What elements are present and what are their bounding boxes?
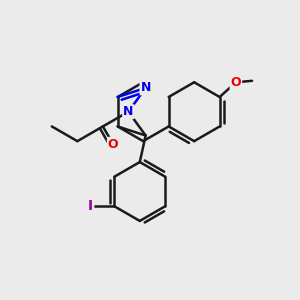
Text: O: O	[108, 138, 119, 151]
Text: O: O	[230, 76, 241, 89]
Text: I: I	[88, 199, 93, 213]
Text: N: N	[140, 81, 151, 94]
Text: N: N	[123, 105, 134, 118]
